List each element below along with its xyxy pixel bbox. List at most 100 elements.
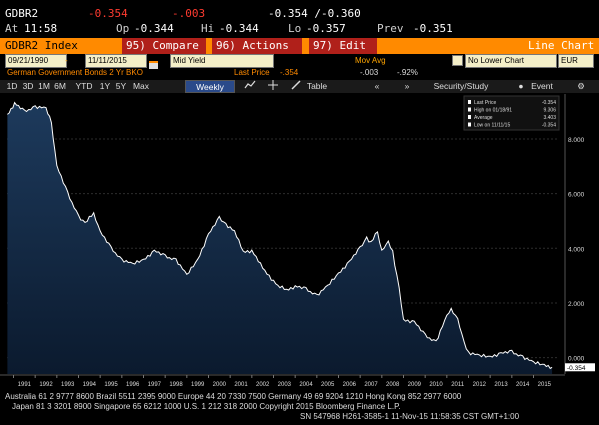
interval-3d[interactable]: 3D — [22, 81, 34, 91]
frequency-dropdown[interactable]: Weekly — [185, 80, 235, 93]
low-label: Lo — [288, 22, 302, 35]
field-selector[interactable]: Mid Yield — [170, 54, 274, 68]
at-label: At — [5, 22, 19, 35]
x-tick-label: 1991 — [18, 382, 32, 388]
info-pct: -.92% — [397, 68, 418, 77]
legend-value: 3.403 — [543, 115, 556, 121]
scroll-right-icon[interactable]: » — [404, 81, 410, 91]
x-tick-label: 2013 — [494, 382, 508, 388]
edit-icon[interactable] — [289, 80, 303, 93]
yield-line — [7, 101, 553, 370]
x-tick-label: 1993 — [61, 382, 75, 388]
mov-avg-checkbox[interactable] — [452, 55, 463, 66]
mov-avg-label: Mov Avg — [355, 56, 386, 65]
x-tick-label: 1995 — [104, 382, 118, 388]
legend-label: High on 01/18/91 — [474, 108, 512, 114]
legend-swatch — [468, 122, 471, 127]
chart-toolbar — [0, 80, 599, 93]
footer-contacts-2: Japan 81 3 3201 8900 Singapore 65 6212 1… — [12, 402, 401, 411]
interval-ytd[interactable]: YTD — [75, 81, 93, 91]
at-time: 11:58 — [24, 22, 58, 35]
legend-value: 9.306 — [543, 108, 556, 114]
last-flag-box — [565, 363, 595, 372]
y-tick-label: 6.000 — [568, 192, 585, 199]
prev-value: -0.351 — [413, 22, 453, 35]
lower-chart-selector[interactable]: No Lower Chart — [465, 54, 557, 68]
x-tick-label: 2015 — [538, 382, 552, 388]
event-button[interactable]: Event — [531, 81, 553, 91]
x-tick-label: 2009 — [408, 382, 422, 388]
x-tick-label: 2007 — [364, 382, 378, 388]
last-price-value: -.354 — [280, 68, 299, 77]
open-label: Op — [116, 22, 130, 35]
end-date-field[interactable]: 11/11/2015 — [85, 54, 147, 68]
x-tick-label: 2014 — [516, 382, 530, 388]
y-tick-label: 8.000 — [568, 137, 585, 144]
x-tick-label: 2008 — [386, 382, 400, 388]
scroll-left-icon[interactable]: « — [374, 81, 380, 91]
footer-stamp: SN 547968 H261-3585-1 11-Nov-15 11:58:35… — [300, 412, 520, 421]
bid-ask: -0.354 /-0.360 — [268, 7, 361, 20]
x-tick-label: 2004 — [299, 382, 313, 388]
interval-6m[interactable]: 6M — [54, 81, 66, 91]
settings-icon[interactable]: ⚙ — [577, 81, 585, 91]
compare-button[interactable]: 95) Compare — [122, 38, 206, 54]
open-value: -0.344 — [134, 22, 174, 35]
interval-max[interactable]: Max — [132, 81, 150, 91]
x-tick-label: 2002 — [256, 382, 270, 388]
prev-label: Prev — [377, 22, 404, 35]
legend-label: Last Price — [474, 100, 496, 106]
currency-selector[interactable]: EUR — [558, 54, 594, 68]
high-label: Hi — [201, 22, 215, 35]
chart-type-icon[interactable] — [243, 80, 257, 93]
legend-swatch — [468, 115, 471, 119]
yield-area — [7, 102, 553, 374]
x-tick-label: 1992 — [39, 382, 53, 388]
y-tick-label: 2.000 — [568, 301, 585, 308]
x-tick-label: 2010 — [429, 382, 443, 388]
low-value: -0.357 — [306, 22, 346, 35]
calendar-icon[interactable] — [148, 55, 159, 69]
interval-1d[interactable]: 1D — [6, 81, 18, 91]
x-tick-label: 2006 — [343, 382, 357, 388]
x-tick-label: 2012 — [473, 382, 487, 388]
x-tick-label: 2005 — [321, 382, 335, 388]
high-value: -0.344 — [219, 22, 259, 35]
security-name[interactable]: GDBR2 Index — [5, 39, 78, 52]
view-title: Line Chart — [528, 39, 595, 52]
crosshair-icon[interactable] — [266, 80, 280, 93]
last-price-label: Last Price — [234, 68, 270, 77]
y-tick-label: 4.000 — [568, 246, 585, 253]
interval-1y[interactable]: 1Y — [99, 81, 111, 91]
date-separator: - — [65, 56, 68, 65]
actions-button[interactable]: 96) Actions — [212, 38, 302, 54]
net-change: -.003 — [172, 7, 206, 20]
event-icon[interactable]: ● — [518, 81, 524, 91]
footer-contacts-1: Australia 61 2 9777 8600 Brazil 5511 239… — [5, 392, 462, 401]
x-tick-label: 2011 — [451, 382, 465, 388]
info-change: -.003 — [360, 68, 379, 77]
security-description: German Government Bonds 2 Yr BKO — [7, 68, 143, 77]
legend-value: -0.354 — [542, 100, 556, 106]
x-tick-label: 2003 — [278, 382, 292, 388]
legend-swatch — [468, 100, 471, 104]
table-button[interactable]: Table — [306, 81, 328, 91]
ticker: GDBR2 — [5, 7, 39, 20]
legend-label: Average — [474, 115, 493, 121]
x-tick-label: 2000 — [213, 382, 227, 388]
last-price-flag: -0.354 — [565, 363, 595, 372]
x-tick-label: 2001 — [234, 382, 248, 388]
x-tick-label: 1994 — [83, 382, 97, 388]
x-tick-label: 1999 — [191, 382, 205, 388]
security-study-button[interactable]: Security/Study — [433, 81, 489, 91]
yield-chart: 8.000 6.000 4.000 2.000 0.000 1991 1992 1993 19… — [0, 94, 595, 388]
start-date-field[interactable]: 09/21/1990 — [5, 54, 67, 68]
x-tick-label: 1996 — [126, 382, 140, 388]
chart-legend: Last Price -0.354 High on 01/18/91 9.306 Ave… — [463, 95, 560, 131]
edit-button[interactable]: 97) Edit — [309, 38, 377, 54]
interval-5y[interactable]: 5Y — [115, 81, 127, 91]
x-tick-label: 1997 — [148, 382, 162, 388]
legend-value: -0.354 — [542, 123, 556, 129]
interval-1m[interactable]: 1M — [38, 81, 50, 91]
legend-swatch — [468, 107, 471, 112]
